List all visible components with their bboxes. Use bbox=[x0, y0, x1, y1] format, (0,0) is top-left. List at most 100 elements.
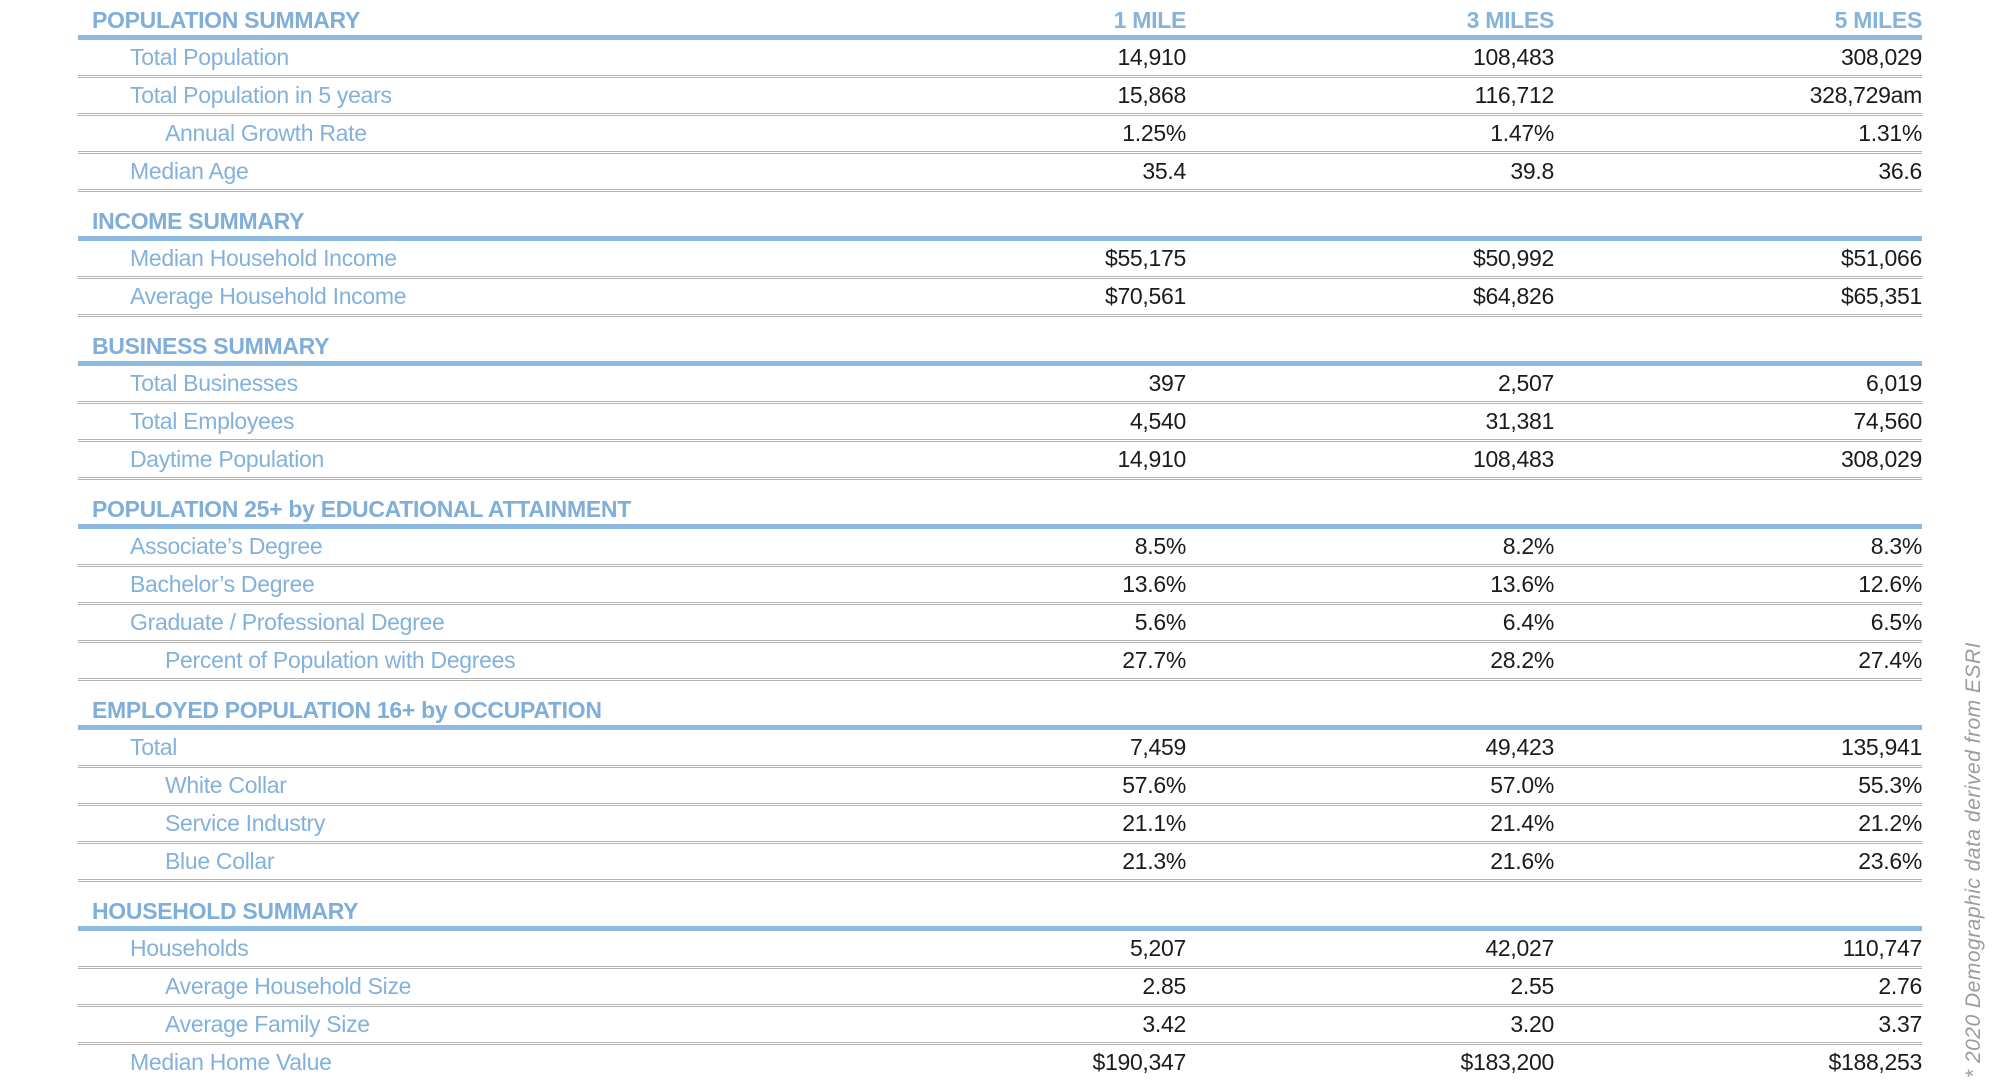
row-value: 116,712 bbox=[1474, 82, 1555, 108]
row-value: 110,747 bbox=[1842, 935, 1923, 961]
table-row: Total Businesses 397 2,507 6,019 bbox=[78, 366, 1922, 404]
row-value: 135,941 bbox=[1840, 734, 1922, 760]
row-value: 6.4% bbox=[1502, 609, 1555, 635]
row-value: 8.5% bbox=[1134, 533, 1187, 559]
section-title: HOUSEHOLD SUMMARY bbox=[92, 897, 359, 924]
table-row: White Collar 57.6% 57.0% 55.3% bbox=[78, 768, 1922, 806]
row-value: 36.6 bbox=[1878, 158, 1922, 184]
row-label: Median Household Income bbox=[130, 245, 397, 271]
row-label: White Collar bbox=[165, 772, 287, 798]
row-value: 2,507 bbox=[1497, 370, 1554, 396]
row-value: 308,029 bbox=[1840, 44, 1922, 70]
row-value: 8.3% bbox=[1870, 533, 1923, 559]
section-divider bbox=[78, 361, 1922, 366]
row-value: 21.6% bbox=[1490, 848, 1554, 874]
row-value: 74,560 bbox=[1853, 408, 1922, 434]
section-divider bbox=[78, 35, 1922, 40]
section-divider bbox=[78, 926, 1922, 931]
section-header-row: EMPLOYED POPULATION 16+ by OCCUPATION bbox=[78, 695, 1922, 725]
table-row: Bachelor’s Degree 13.6% 13.6% 12.6% bbox=[78, 567, 1922, 605]
section-divider bbox=[78, 725, 1922, 730]
row-label: Blue Collar bbox=[165, 848, 275, 874]
section-header-row: POPULATION SUMMARY 1 MILE 3 MILES 5 MILE… bbox=[78, 5, 1922, 35]
section-title: POPULATION SUMMARY bbox=[92, 6, 361, 33]
row-value: 1.25% bbox=[1122, 120, 1186, 146]
column-header-5-miles: 5 MILES bbox=[1834, 6, 1923, 33]
section-header-row: INCOME SUMMARY bbox=[78, 206, 1922, 236]
row-value: $70,561 bbox=[1104, 283, 1186, 309]
row-value: 108,483 bbox=[1472, 44, 1554, 70]
table-row: Total Employees 4,540 31,381 74,560 bbox=[78, 404, 1922, 442]
row-value: 39.8 bbox=[1510, 158, 1554, 184]
row-value: 1.47% bbox=[1490, 120, 1554, 146]
row-label: Graduate / Professional Degree bbox=[130, 609, 445, 635]
row-value: 5.6% bbox=[1134, 609, 1187, 635]
row-label: Average Household Income bbox=[130, 283, 407, 309]
row-value: 12.6% bbox=[1858, 571, 1922, 597]
data-source-footnote: * 2020 Demographic data derived from ESR… bbox=[1962, 641, 1985, 1078]
row-value: 28.2% bbox=[1490, 647, 1554, 673]
row-value: 21.4% bbox=[1490, 810, 1554, 836]
row-value: 5,207 bbox=[1129, 935, 1186, 961]
row-value: 57.6% bbox=[1122, 772, 1186, 798]
section-household-summary: HOUSEHOLD SUMMARY Households 5,207 42,02… bbox=[78, 896, 1922, 1080]
table-row: Total Population in 5 years 15,868 116,7… bbox=[78, 78, 1922, 116]
row-value: 108,483 bbox=[1472, 446, 1554, 472]
row-value: $190,347 bbox=[1092, 1049, 1186, 1075]
row-label: Total Population bbox=[130, 44, 289, 70]
section-occupation: EMPLOYED POPULATION 16+ by OCCUPATION To… bbox=[78, 695, 1922, 882]
table-row: Average Household Income $70,561 $64,826… bbox=[78, 279, 1922, 317]
row-label: Total Employees bbox=[130, 408, 295, 434]
section-header-row: HOUSEHOLD SUMMARY bbox=[78, 896, 1922, 926]
row-value: 3.20 bbox=[1510, 1011, 1554, 1037]
row-label: Average Family Size bbox=[165, 1011, 370, 1037]
table-row: Annual Growth Rate 1.25% 1.47% 1.31% bbox=[78, 116, 1922, 154]
row-value: 23.6% bbox=[1858, 848, 1922, 874]
row-value: $64,826 bbox=[1472, 283, 1554, 309]
section-business-summary: BUSINESS SUMMARY Total Businesses 397 2,… bbox=[78, 331, 1922, 480]
section-title: EMPLOYED POPULATION 16+ by OCCUPATION bbox=[92, 696, 602, 723]
row-value: 2.85 bbox=[1142, 973, 1186, 999]
section-income-summary: INCOME SUMMARY Median Household Income $… bbox=[78, 206, 1922, 317]
table-row: Median Age 35.4 39.8 36.6 bbox=[78, 154, 1922, 192]
row-label: Total Businesses bbox=[130, 370, 298, 396]
row-value: $51,066 bbox=[1840, 245, 1922, 271]
row-value: 2.55 bbox=[1510, 973, 1554, 999]
row-value: $183,200 bbox=[1460, 1049, 1554, 1075]
table-row: Average Family Size 3.42 3.20 3.37 bbox=[78, 1007, 1922, 1045]
row-value: $188,253 bbox=[1828, 1049, 1922, 1075]
row-value: $65,351 bbox=[1840, 283, 1922, 309]
demographic-table: POPULATION SUMMARY 1 MILE 3 MILES 5 MILE… bbox=[78, 5, 1922, 1080]
row-value: $55,175 bbox=[1104, 245, 1186, 271]
row-value: 2.76 bbox=[1878, 973, 1922, 999]
column-header-3-miles: 3 MILES bbox=[1466, 6, 1555, 33]
column-header-1-mile: 1 MILE bbox=[1113, 6, 1187, 33]
row-value: 6,019 bbox=[1865, 370, 1922, 396]
row-label: Annual Growth Rate bbox=[165, 120, 367, 146]
table-row: Percent of Population with Degrees 27.7%… bbox=[78, 643, 1922, 681]
section-population-summary: POPULATION SUMMARY 1 MILE 3 MILES 5 MILE… bbox=[78, 5, 1922, 192]
row-label: Median Age bbox=[130, 158, 249, 184]
table-row: Total 7,459 49,423 135,941 bbox=[78, 730, 1922, 768]
row-label: Median Home Value bbox=[130, 1049, 332, 1075]
row-value: 397 bbox=[1148, 370, 1187, 396]
table-row: Daytime Population 14,910 108,483 308,02… bbox=[78, 442, 1922, 480]
section-header-row: BUSINESS SUMMARY bbox=[78, 331, 1922, 361]
row-label: Percent of Population with Degrees bbox=[165, 647, 516, 673]
row-label: Households bbox=[130, 935, 249, 961]
row-value: 21.3% bbox=[1122, 848, 1186, 874]
row-value: 49,423 bbox=[1485, 734, 1554, 760]
row-label: Bachelor’s Degree bbox=[130, 571, 315, 597]
table-row: Average Household Size 2.85 2.55 2.76 bbox=[78, 969, 1922, 1007]
row-value: 8.2% bbox=[1502, 533, 1555, 559]
table-row: Blue Collar 21.3% 21.6% 23.6% bbox=[78, 844, 1922, 882]
section-title: INCOME SUMMARY bbox=[92, 207, 305, 234]
row-value: 35.4 bbox=[1142, 158, 1186, 184]
row-label: Daytime Population bbox=[130, 446, 325, 472]
section-title: POPULATION 25+ by EDUCATIONAL ATTAINMENT bbox=[92, 495, 631, 522]
row-value: 3.42 bbox=[1142, 1011, 1186, 1037]
row-value: 21.1% bbox=[1122, 810, 1186, 836]
row-value: 308,029 bbox=[1840, 446, 1922, 472]
row-value: 14,910 bbox=[1117, 44, 1186, 70]
